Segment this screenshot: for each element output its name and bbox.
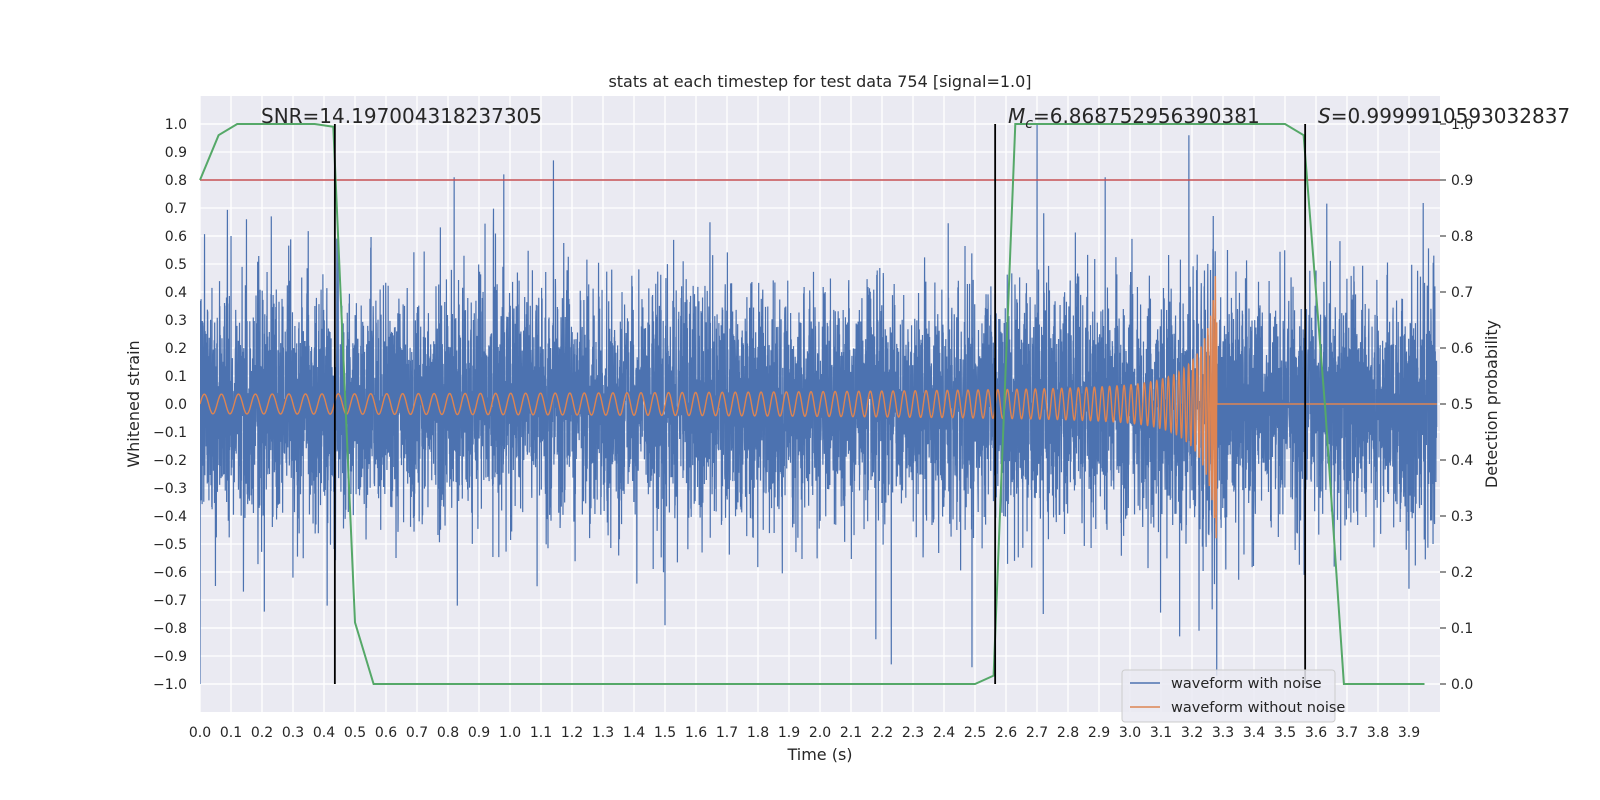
series-waveform-without-noise xyxy=(200,276,1437,539)
x-tick-label: 0.5 xyxy=(344,725,366,741)
chirp-mass-annotation: Mc=6.868752956390381 xyxy=(1008,104,1260,132)
y2-tick-label: 0.9 xyxy=(1451,173,1473,189)
legend-box xyxy=(1121,669,1336,723)
y2-tick-label: 0.3 xyxy=(1451,509,1473,525)
series-waveform-with-noise xyxy=(200,123,1438,685)
x-tick-label: 0.9 xyxy=(468,725,490,741)
x-tick-label: 3.1 xyxy=(1150,725,1172,741)
legend-label-clean: waveform without noise xyxy=(1171,700,1345,716)
y-axis-title: Whitened strain xyxy=(124,340,143,467)
x-tick-label: 3.4 xyxy=(1243,725,1265,741)
x-tick-label: 3.9 xyxy=(1398,725,1420,741)
x-tick-label: 0.4 xyxy=(313,725,335,741)
y-tick-label: 0.1 xyxy=(165,369,187,385)
x-tick-label: 1.9 xyxy=(778,725,800,741)
y-tick-label: 0.3 xyxy=(165,313,187,329)
y-tick-label: 0.0 xyxy=(165,397,187,413)
y-tick-label: 0.9 xyxy=(165,145,187,161)
x-axis-ticks: 0.0 0.1 0.2 0.3 0.4 0.5 0.6 0.7 0.8 0.9 1.0 1.1 1.2 1… xyxy=(189,725,1420,741)
y-tick-label: −0.7 xyxy=(153,593,187,609)
y-tick-label: −0.4 xyxy=(153,509,187,525)
y-tick-label: −1.0 xyxy=(153,677,187,693)
y2-tick-label: 0.7 xyxy=(1451,285,1473,301)
y2-tick-label: 0.5 xyxy=(1451,397,1473,413)
legend-label-noise: waveform with noise xyxy=(1171,676,1322,692)
x-tick-label: 2.8 xyxy=(1057,725,1079,741)
x-tick-label: 3.7 xyxy=(1336,725,1358,741)
y2-tick-label: 0.4 xyxy=(1451,453,1473,469)
x-tick-label: 0.3 xyxy=(282,725,304,741)
x-tick-label: 1.4 xyxy=(623,725,645,741)
x-tick-label: 2.3 xyxy=(902,725,924,741)
x-tick-label: 2.1 xyxy=(840,725,862,741)
snr-annotation: SNR=14.197004318237305 xyxy=(261,104,542,128)
series-layer xyxy=(199,123,1440,685)
x-tick-label: 1.5 xyxy=(654,725,676,741)
x-axis-title: Time (s) xyxy=(786,745,852,764)
y-tick-label: 0.7 xyxy=(165,201,187,217)
x-tick-label: 3.6 xyxy=(1305,725,1327,741)
x-tick-label: 2.0 xyxy=(809,725,831,741)
x-tick-label: 3.8 xyxy=(1367,725,1389,741)
x-tick-label: 2.5 xyxy=(964,725,986,741)
markers xyxy=(333,124,1307,684)
x-tick-label: 0.8 xyxy=(437,725,459,741)
legend: waveform with noise waveform without noi… xyxy=(1121,669,1345,723)
y2-tick-label: 0.6 xyxy=(1451,341,1473,357)
x-tick-label: 1.1 xyxy=(530,725,552,741)
y2-tick-label: 0.2 xyxy=(1451,565,1473,581)
x-tick-label: 2.9 xyxy=(1088,725,1110,741)
y-tick-label: −0.6 xyxy=(153,565,187,581)
y-tick-label: 0.6 xyxy=(165,229,187,245)
x-tick-label: 2.2 xyxy=(871,725,893,741)
y-tick-label: 0.4 xyxy=(165,285,187,301)
y-tick-label: 1.0 xyxy=(165,117,187,133)
x-tick-label: 3.2 xyxy=(1181,725,1203,741)
series-detection-probability xyxy=(199,123,1425,685)
y2-tick-label: 0.0 xyxy=(1451,677,1473,693)
x-tick-label: 2.6 xyxy=(995,725,1017,741)
y2-tick-label: 1.0 xyxy=(1451,117,1473,133)
y-axis-ticks: 1.0 0.9 0.8 0.7 0.6 0.5 0.4 0.3 0.2 0.1 0.0 −0.1 −0.… xyxy=(153,117,187,693)
y2-axis-title: Detection probability xyxy=(1482,320,1501,488)
x-tick-label: 0.1 xyxy=(220,725,242,741)
score-annotation: S=0.9999910593032837 xyxy=(1318,104,1570,128)
x-tick-label: 1.3 xyxy=(592,725,614,741)
x-tick-label: 0.2 xyxy=(251,725,273,741)
x-tick-label: 2.4 xyxy=(933,725,955,741)
chart-title: stats at each timestep for test data 754… xyxy=(608,72,1031,91)
x-tick-label: 3.0 xyxy=(1119,725,1141,741)
y-tick-label: −0.9 xyxy=(153,649,187,665)
x-tick-label: 1.2 xyxy=(561,725,583,741)
y2-tick-label: 0.1 xyxy=(1451,621,1473,637)
y2-axis-ticks: 1.0 0.9 0.8 0.7 0.6 0.5 0.4 0.3 0.2 0.1 0.0 xyxy=(1440,117,1473,693)
x-tick-label: 0.0 xyxy=(189,725,211,741)
y2-tick-label: 0.8 xyxy=(1451,229,1473,245)
y-tick-label: −0.3 xyxy=(153,481,187,497)
x-tick-label: 1.0 xyxy=(499,725,521,741)
x-tick-label: 0.7 xyxy=(406,725,428,741)
x-tick-label: 3.3 xyxy=(1212,725,1234,741)
y-tick-label: 0.8 xyxy=(165,173,187,189)
x-tick-label: 1.6 xyxy=(685,725,707,741)
y-tick-label: 0.2 xyxy=(165,341,187,357)
y-tick-label: 0.5 xyxy=(165,257,187,273)
x-tick-label: 1.7 xyxy=(716,725,738,741)
y-tick-label: −0.5 xyxy=(153,537,187,553)
x-tick-label: 3.5 xyxy=(1274,725,1296,741)
y-tick-label: −0.1 xyxy=(153,425,187,441)
x-tick-label: 1.8 xyxy=(747,725,769,741)
x-tick-label: 2.7 xyxy=(1026,725,1048,741)
y-tick-label: −0.8 xyxy=(153,621,187,637)
y-tick-label: −0.2 xyxy=(153,453,187,469)
x-tick-label: 0.6 xyxy=(375,725,397,741)
